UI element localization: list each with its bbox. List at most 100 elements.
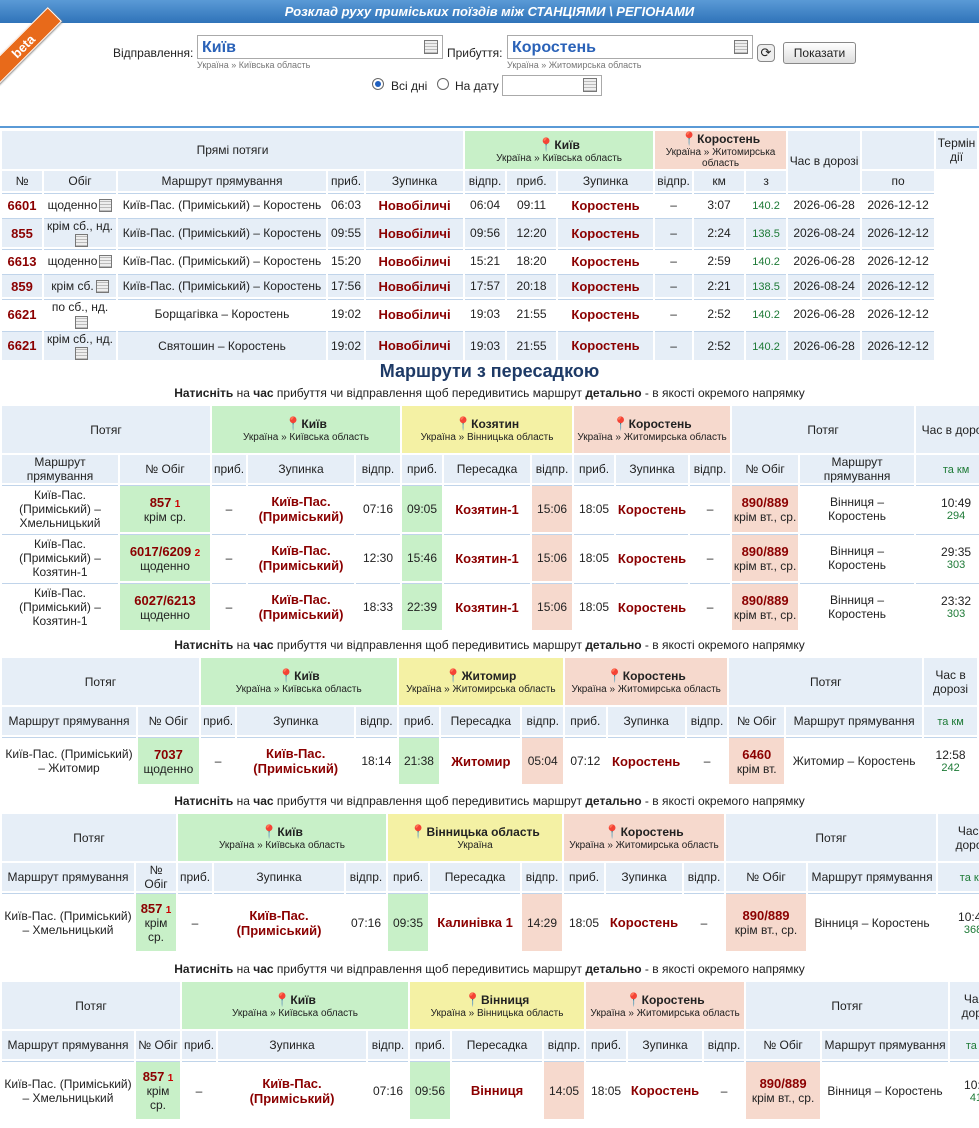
departure-time[interactable]: 15:21 <box>465 249 506 272</box>
calendar-icon[interactable] <box>424 40 438 54</box>
calendar-icon[interactable] <box>99 255 113 269</box>
col-arr: приб. <box>402 455 443 483</box>
show-button[interactable]: Показати <box>783 42 856 64</box>
train-number[interactable]: 6621 <box>2 299 42 328</box>
col-time: Час в дорозі <box>938 814 979 861</box>
route-2: Вінниця – Коростень <box>808 893 937 951</box>
departure-time[interactable]: 07:16 <box>356 485 401 532</box>
train-number[interactable]: 6601 <box>2 193 42 216</box>
train-1[interactable]: 857 1 крім ср. <box>136 893 176 951</box>
train-1[interactable]: 857 1 крім ср. <box>120 485 210 532</box>
station-header: 📍Київ Україна » Київська область <box>182 982 409 1029</box>
departure-time[interactable]: 15:06 <box>532 485 573 532</box>
departure-time[interactable]: 19:03 <box>465 330 506 360</box>
departure-time[interactable]: 09:56 <box>465 218 506 248</box>
train-number[interactable]: 859 <box>2 274 42 298</box>
arrival-time[interactable]: 21:55 <box>507 330 557 360</box>
calendar-icon[interactable] <box>74 346 88 360</box>
train-number[interactable]: 6613 <box>2 249 42 272</box>
departure-time[interactable]: 14:05 <box>544 1061 585 1119</box>
arrival-time[interactable]: 09:05 <box>402 485 443 532</box>
arrival-time[interactable]: 21:55 <box>507 299 557 328</box>
stop-name: Коростень <box>628 1061 703 1119</box>
calendar-icon[interactable] <box>583 78 597 92</box>
train-2[interactable]: 6460 крім вт. <box>729 737 785 784</box>
departure-time[interactable]: 06:04 <box>465 193 506 216</box>
swap-icon[interactable]: ⟳ <box>757 44 775 62</box>
arrival-time[interactable]: 18:05 <box>586 1061 627 1119</box>
train-2[interactable]: 890/889 крім вт., ср. <box>732 583 799 630</box>
departure-time[interactable]: 07:16 <box>346 893 387 951</box>
train-number[interactable]: 6621 <box>2 330 42 360</box>
train-1[interactable]: 857 1 крім ср. <box>136 1061 180 1119</box>
valid-to: 2026-12-12 <box>862 274 935 298</box>
stop-name: Новобіличі <box>366 193 464 216</box>
train-1[interactable]: 6017/6209 2 щоденно <box>120 534 210 581</box>
arrival-time[interactable]: 09:56 <box>410 1061 451 1119</box>
departure-time[interactable]: 14:29 <box>522 893 563 951</box>
departure-time[interactable]: 15:06 <box>532 534 573 581</box>
stop-name: Коростень <box>616 534 689 581</box>
on-date-radio[interactable] <box>437 78 449 90</box>
station-header: 📍Коростень Україна » Житомирська область <box>565 658 728 705</box>
from-input-value: Київ <box>202 39 236 56</box>
arrival-time[interactable]: 18:05 <box>574 583 615 630</box>
calendar-icon[interactable] <box>74 234 88 248</box>
arrival-time[interactable]: 19:02 <box>328 299 364 328</box>
col-arr: приб. <box>574 455 615 483</box>
departure-time[interactable]: 19:03 <box>465 299 506 328</box>
transfer-table: Потяг 📍Київ Україна » Київська область 📍Він… <box>0 812 979 953</box>
to-label: Прибуття: <box>447 46 503 60</box>
col-km: км <box>694 171 745 191</box>
arrival-time[interactable]: 06:03 <box>328 193 364 216</box>
arrival-time[interactable]: 19:02 <box>328 330 364 360</box>
arrival-time[interactable]: 15:46 <box>402 534 443 581</box>
col-stop: Зупинка <box>628 1031 703 1059</box>
arrival-time[interactable]: 09:35 <box>388 893 429 951</box>
all-days-radio[interactable] <box>372 78 384 90</box>
arrival-time[interactable]: 09:55 <box>328 218 364 248</box>
departure-time[interactable]: 15:06 <box>532 583 573 630</box>
train-2[interactable]: 890/889 крім вт., ср. <box>746 1061 821 1119</box>
departure-time[interactable]: 12:30 <box>356 534 401 581</box>
arrival-time[interactable]: 18:05 <box>564 893 605 951</box>
departure-time[interactable]: 18:33 <box>356 583 401 630</box>
date-input[interactable] <box>502 75 602 96</box>
train-2[interactable]: 890/889 крім вт., ср. <box>732 485 799 532</box>
calendar-icon[interactable] <box>734 40 748 54</box>
arrival-time[interactable]: 22:39 <box>402 583 443 630</box>
train-1[interactable]: 6027/6213 щоденно <box>120 583 210 630</box>
calendar-icon[interactable] <box>74 315 88 329</box>
train-number[interactable]: 855 <box>2 218 42 248</box>
train-1[interactable]: 7037 щоденно <box>137 737 199 784</box>
train-2[interactable]: 890/889 крім вт., ср. <box>732 534 799 581</box>
arrival-time[interactable]: 15:20 <box>328 249 364 272</box>
departure-time[interactable]: 18:14 <box>356 737 397 784</box>
train-days: щоденно <box>44 249 116 272</box>
arrival-time[interactable]: 18:20 <box>507 249 557 272</box>
departure-time[interactable]: 05:04 <box>522 737 564 784</box>
to-input[interactable]: Коростень <box>507 35 753 59</box>
stop-name: Новобіличі <box>366 249 464 272</box>
stop-name: Новобіличі <box>366 330 464 360</box>
arrival-time[interactable]: 21:38 <box>398 737 440 784</box>
arrival-time[interactable]: 09:11 <box>507 193 557 216</box>
table-row: 6601 щоденно Київ-Пас. (Приміський) – Коро… <box>2 193 977 216</box>
departure-time[interactable]: 07:16 <box>368 1061 409 1119</box>
departure-time[interactable]: 17:57 <box>465 274 506 298</box>
arrival-time[interactable]: 07:12 <box>565 737 606 784</box>
arrival-time[interactable]: 18:05 <box>574 485 615 532</box>
calendar-icon[interactable] <box>99 199 113 213</box>
distance-km: 140.2 <box>746 330 787 360</box>
map-pin-icon: 📍 <box>538 136 555 152</box>
col-train-2: Потяг <box>732 406 915 453</box>
arrival-time[interactable]: 17:56 <box>328 274 364 298</box>
col-term: Термін дії <box>936 131 977 169</box>
from-input[interactable]: Київ <box>197 35 443 59</box>
arrival-time[interactable]: 12:20 <box>507 218 557 248</box>
arrival-time[interactable]: 18:05 <box>574 534 615 581</box>
train-2[interactable]: 890/889 крім вт., ср. <box>726 893 807 951</box>
calendar-icon[interactable] <box>95 280 109 294</box>
col-train-1: Потяг <box>2 814 176 861</box>
arrival-time[interactable]: 20:18 <box>507 274 557 298</box>
